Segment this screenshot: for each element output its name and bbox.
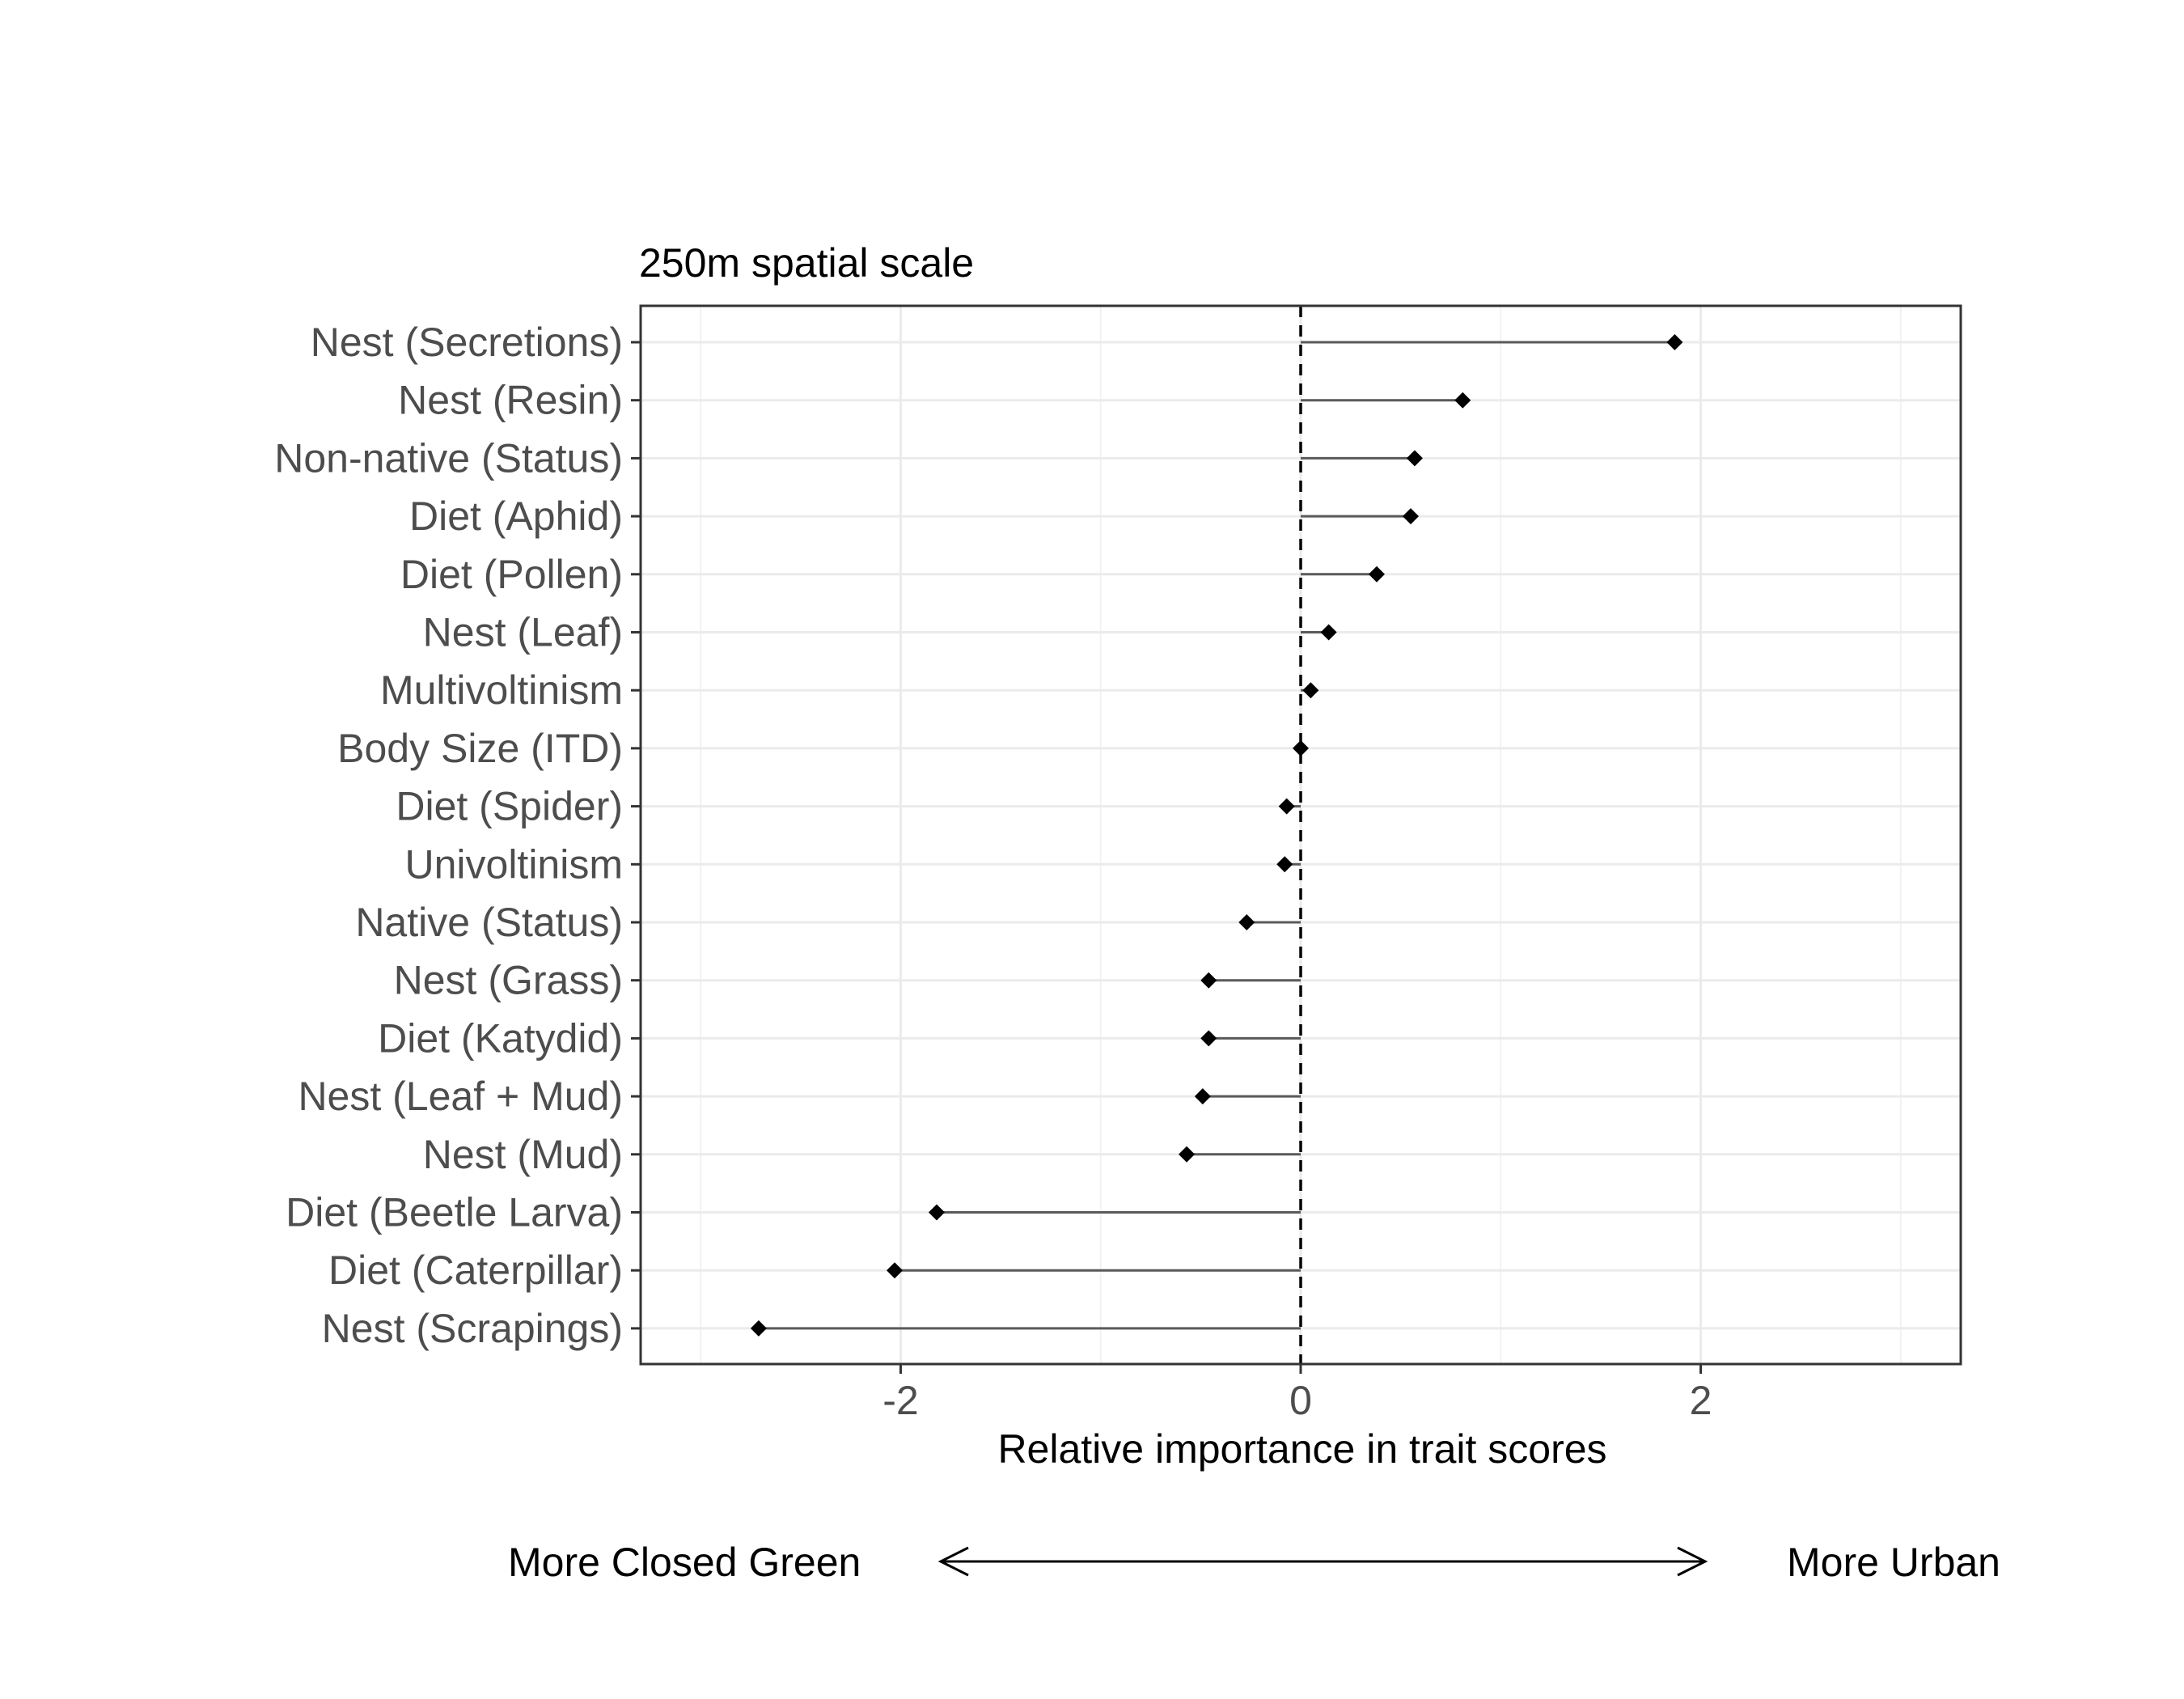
y-tick-label: Diet (Spider): [396, 784, 623, 829]
y-tick-label: Nest (Grass): [394, 958, 623, 1003]
x-tick-label: 0: [1289, 1378, 1312, 1423]
y-tick-label: Diet (Katydid): [378, 1015, 623, 1061]
data-point: [750, 1320, 767, 1337]
direction-arrow: [938, 1546, 1708, 1577]
data-point: [887, 1262, 904, 1279]
y-tick-label: Nest (Secretions): [311, 320, 623, 365]
data-point: [1276, 856, 1293, 873]
data-point: [1666, 334, 1683, 350]
data-point: [1320, 624, 1337, 641]
y-tick-label: Univoltinism: [404, 841, 623, 887]
data-point: [1200, 1030, 1217, 1047]
data-point: [1278, 798, 1295, 815]
y-tick-label: Diet (Beetle Larva): [286, 1190, 623, 1235]
y-tick-label: Nest (Leaf + Mud): [298, 1074, 623, 1119]
data-point: [1368, 566, 1385, 583]
y-tick-label: Nest (Leaf): [423, 610, 623, 655]
y-tick-label: Body Size (ITD): [337, 726, 623, 771]
y-tick-label: Nest (Scrapings): [322, 1306, 623, 1351]
x-tick-label: -2: [882, 1378, 918, 1423]
data-point: [1403, 508, 1419, 525]
direction-left-label: More Closed Green: [508, 1540, 861, 1585]
data-point: [1293, 739, 1309, 756]
y-tick-label: Nest (Resin): [398, 378, 623, 423]
x-tick-label: 2: [1690, 1378, 1712, 1423]
y-tick-label: Diet (Pollen): [400, 552, 623, 597]
x-axis-title: Relative importance in trait scores: [997, 1426, 1606, 1472]
y-tick-label: Multivoltinism: [380, 667, 623, 713]
y-axis-ticks: Nest (Secretions) Nest (Resin) Non-native …: [274, 320, 641, 1351]
data-point: [1238, 914, 1255, 930]
chart-title: 250m spatial scale: [639, 240, 974, 286]
y-tick-label: Diet (Aphid): [409, 494, 623, 539]
y-tick-label: Nest (Mud): [423, 1132, 623, 1177]
y-tick-label: Diet (Caterpillar): [328, 1248, 623, 1293]
direction-right-label: More Urban: [1787, 1540, 2000, 1585]
data-point: [1194, 1088, 1211, 1105]
data-point: [928, 1204, 945, 1221]
data-points: [750, 334, 1683, 1337]
x-axis-ticks: -2 0 2: [882, 1364, 1712, 1423]
data-point: [1179, 1146, 1196, 1163]
y-tick-label: Non-native (Status): [274, 435, 623, 481]
data-point: [1302, 682, 1319, 699]
y-tick-label: Native (Status): [355, 900, 623, 945]
data-point: [1200, 972, 1217, 989]
data-point: [1454, 392, 1471, 409]
stems: [758, 341, 1675, 1330]
data-point: [1406, 450, 1423, 467]
